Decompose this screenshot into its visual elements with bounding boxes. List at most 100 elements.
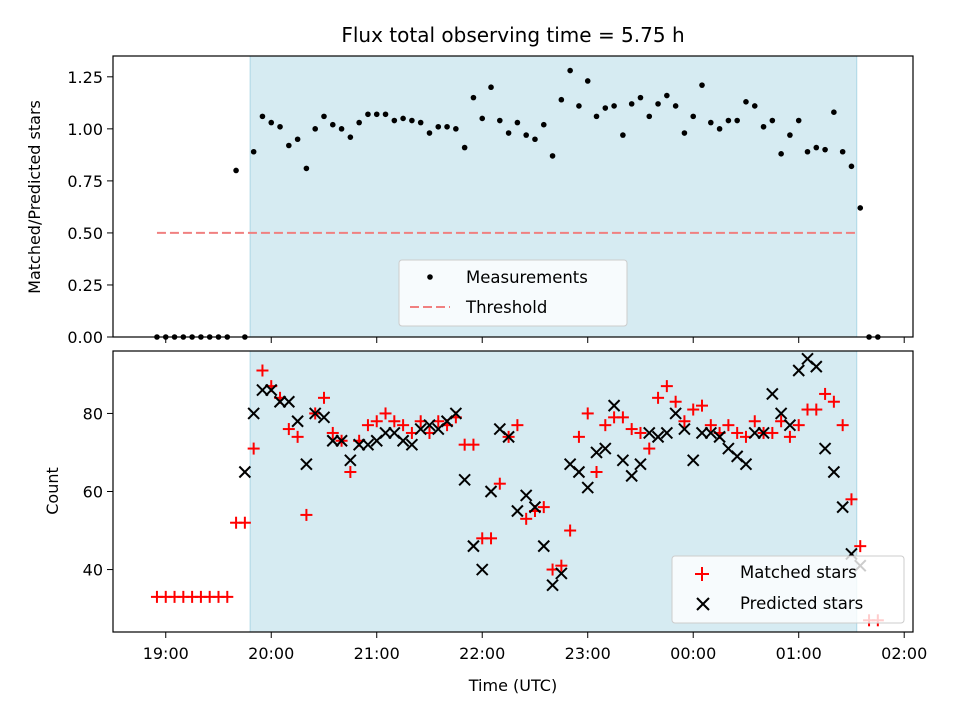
- measurement-point: [795, 117, 802, 124]
- predicted-star-point: [572, 465, 586, 479]
- top-axes-frame: [112, 55, 914, 338]
- predicted-star-point: [344, 454, 357, 467]
- measurement-point: [672, 103, 679, 109]
- bottom-y-axis-label: Count: [43, 467, 62, 515]
- matched-star-point: [704, 419, 717, 432]
- matched-star-point: [643, 442, 656, 455]
- matched-star-point: [493, 477, 506, 490]
- measurement-point: [365, 111, 371, 118]
- predicted-star-stroke-b: [669, 407, 682, 420]
- matched-star-point: [564, 524, 577, 537]
- matched-star-point: [485, 532, 498, 545]
- matched-star-point: [300, 508, 313, 521]
- predicted-star-stroke-b: [616, 454, 630, 467]
- matched-star-point: [616, 411, 629, 424]
- predicted-star-point: [484, 485, 498, 498]
- matched-star-point: [634, 426, 647, 439]
- matched-star-point: [282, 423, 295, 436]
- matched-star-point: [687, 403, 700, 416]
- predicted-star-stroke-b: [810, 360, 823, 373]
- predicted-star-point: [308, 407, 322, 420]
- predicted-star-stroke-b: [238, 465, 252, 479]
- measurement-point: [778, 151, 784, 157]
- top-panel: 0.00 0.25 0.50 0.75 1.00 1.25 Matched/Predict…: [25, 55, 914, 347]
- measurement-point: [453, 126, 459, 132]
- predicted-star-point: [739, 457, 753, 471]
- measurement-point: [804, 148, 811, 155]
- predicted-star-point: [748, 426, 761, 440]
- predicted-star-stroke-b: [783, 418, 797, 432]
- predicted-star-stroke-b: [757, 426, 770, 440]
- predicted-star-stroke-b: [458, 473, 471, 486]
- matched-star-point: [397, 419, 410, 432]
- predicted-star-stroke-b: [335, 434, 348, 447]
- measurement-point: [584, 78, 591, 84]
- matched-star-point: [748, 415, 761, 428]
- predicted-star-point: [634, 457, 647, 471]
- measurement-point: [831, 109, 837, 115]
- measurement-point: [848, 163, 855, 170]
- predicted-star-point: [695, 426, 709, 440]
- matched-star-point: [696, 399, 709, 412]
- predicted-star-stroke-b: [361, 438, 375, 451]
- matched-star-point: [361, 419, 374, 432]
- predicted-star-point: [599, 442, 612, 455]
- predicted-star-point: [335, 434, 348, 447]
- measurement-point: [708, 119, 714, 126]
- measurement-point: [233, 167, 239, 174]
- predicted-star-stroke-b: [282, 395, 296, 408]
- predicted-star-stroke-b: [388, 426, 401, 440]
- y-tick-label: 60: [83, 483, 103, 502]
- predicted-star-stroke-b: [774, 407, 788, 420]
- measurement-point: [479, 115, 486, 122]
- predicted-star-point: [502, 430, 515, 444]
- predicted-star-point: [651, 430, 665, 444]
- measurement-point: [620, 132, 626, 138]
- predicted-star-stroke-b: [590, 446, 603, 459]
- measurement-point: [576, 103, 582, 109]
- y-tick-label: 1.25: [67, 68, 103, 87]
- measurement-point: [417, 119, 424, 126]
- x-axis-label: Time (UTC): [468, 676, 557, 695]
- x-tick-label: 23:00: [565, 644, 611, 663]
- y-tick-label: 0.75: [67, 172, 103, 191]
- matched-star-point: [388, 415, 401, 428]
- measurement-point: [373, 111, 380, 118]
- top-y-axis-label: Matched/Predicted stars: [25, 100, 44, 294]
- measurement-point: [857, 205, 864, 211]
- predicted-star-point: [291, 415, 304, 428]
- measurement-point: [338, 126, 345, 132]
- matched-star-point: [625, 423, 638, 436]
- measurement-point: [532, 136, 538, 143]
- matched-star-point: [766, 426, 779, 439]
- matched-star-point: [256, 364, 269, 377]
- predicted-star-point: [352, 438, 366, 451]
- measurement-point: [593, 113, 600, 120]
- predicted-star-point: [581, 481, 594, 494]
- predicted-star-point: [713, 430, 726, 444]
- bottom-y-axis-ticks: 40 60 80: [83, 404, 113, 580]
- measurement-point: [743, 98, 749, 105]
- predicted-star-stroke-b: [581, 481, 594, 494]
- predicted-star-point: [519, 489, 533, 502]
- predicted-star-point: [643, 426, 656, 440]
- predicted-star-stroke-b: [247, 407, 260, 420]
- measurement-point: [321, 113, 327, 120]
- predicted-star-point: [757, 426, 770, 440]
- predicted-star-point: [616, 454, 630, 467]
- predicted-star-stroke-b: [801, 352, 814, 366]
- predicted-star-stroke-b: [607, 399, 621, 412]
- measurement-point: [699, 82, 705, 88]
- measurement-point: [681, 130, 688, 136]
- predicted-star-point: [827, 465, 841, 479]
- predicted-star-point: [783, 418, 797, 432]
- x-tick-label: 20:00: [248, 644, 294, 663]
- y-tick-label: 80: [83, 404, 103, 423]
- x-tick-label: 02:00: [881, 644, 927, 663]
- y-tick-label: 1.00: [67, 120, 103, 139]
- matched-star-point: [326, 426, 339, 439]
- predicted-star-point: [660, 426, 674, 440]
- legend-measurements-label: Measurements: [466, 268, 588, 287]
- matched-star-point: [379, 407, 392, 420]
- predicted-star-stroke-b: [256, 383, 269, 397]
